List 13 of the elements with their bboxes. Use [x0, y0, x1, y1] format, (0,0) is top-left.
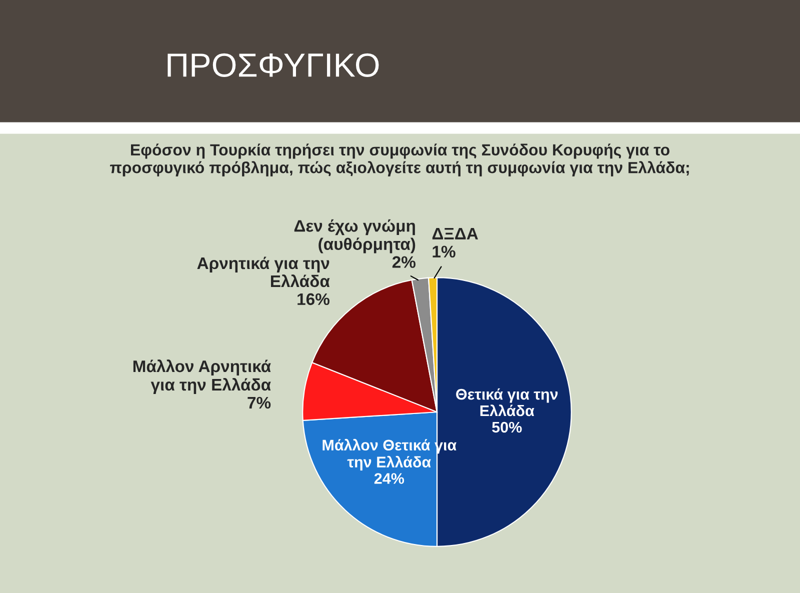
data-label: 24% — [374, 473, 404, 484]
slice-label: Μάλλον Αρνητικά για την Ελλάδα — [133, 360, 271, 394]
data-label: 16% — [298, 293, 330, 306]
slice-label: ΔΞΔΑ — [432, 228, 478, 240]
slice-label: Θετικά για την Ελλάδα — [456, 388, 558, 416]
data-label: 7% — [248, 396, 271, 409]
data-label: 1% — [432, 246, 456, 258]
slice-label: Δεν έχω γνώμη (αυθόρμητα) — [294, 219, 416, 254]
slice-label: Αρνητικά για την Ελλάδα — [197, 256, 330, 288]
chart-subtitle: Εφόσον η Τουρκία τηρήσει την συμφωνία της Συνόδου Κορυφής για το προσφυγικό πρόβλημα, πώς αξιολογείτε αυτή τη συμφωνία για την Ελλάδα; — [110, 144, 689, 176]
chart-title: ΠΡΟΣΦΥΓΙΚΟ — [168, 53, 379, 77]
data-label: 50% — [492, 422, 522, 433]
data-label: 2% — [392, 256, 416, 268]
